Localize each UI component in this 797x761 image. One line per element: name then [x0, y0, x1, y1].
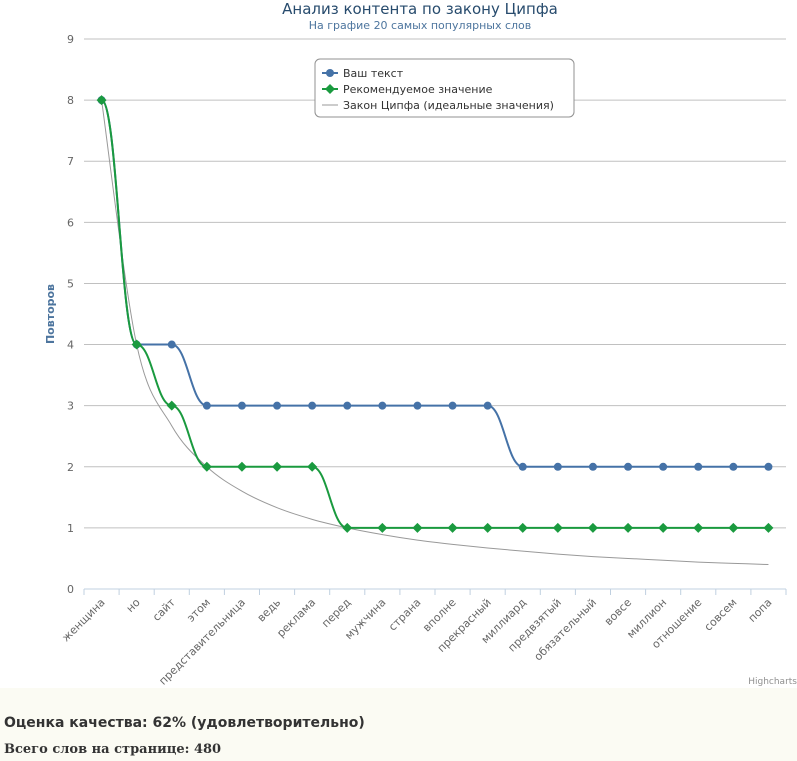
data-point	[553, 462, 562, 471]
x-tick-label: ведь	[255, 596, 284, 625]
data-point	[552, 522, 563, 533]
legend-marker	[326, 69, 334, 77]
chart-container: Анализ контента по закону Ципфа На графие…	[44, 0, 797, 688]
quality-score: Оценка качества: 62% (удовлетворительно)	[4, 715, 365, 731]
y-tick-label: 1	[67, 522, 74, 535]
data-point	[658, 522, 669, 533]
series-0	[97, 96, 773, 471]
data-point	[412, 522, 423, 533]
y-axis-title: Повторов	[44, 284, 57, 344]
data-point	[763, 522, 774, 533]
data-point	[96, 95, 107, 106]
footer-summary: Оценка качества: 62% (удовлетворительно)…	[0, 688, 797, 761]
data-point	[517, 522, 528, 533]
x-tick-label: женщина	[59, 596, 107, 644]
data-point	[447, 522, 458, 533]
data-point	[307, 461, 318, 472]
data-point	[272, 461, 283, 472]
data-point	[413, 401, 422, 410]
data-point	[448, 401, 457, 410]
y-tick-label: 5	[67, 277, 74, 290]
y-tick-label: 8	[67, 94, 74, 107]
data-point	[167, 340, 176, 349]
legend-label: Закон Ципфа (идеальные значения)	[343, 99, 554, 112]
data-point	[483, 401, 492, 410]
chart-title: Анализ контента по закону Ципфа	[282, 0, 558, 18]
series-2	[101, 100, 769, 566]
data-point	[236, 461, 247, 472]
x-tick-label: обязательный	[532, 596, 599, 663]
x-tick-label: совсем	[702, 596, 740, 634]
data-point	[342, 522, 353, 533]
series-1	[96, 95, 774, 533]
data-point	[518, 462, 527, 471]
x-tick-label: этом	[184, 596, 213, 625]
data-point	[273, 401, 282, 410]
data-point	[377, 522, 388, 533]
data-point	[378, 401, 387, 410]
legend-label: Рекомендуемое значение	[343, 83, 493, 96]
data-point	[694, 462, 703, 471]
y-tick-label: 9	[67, 33, 74, 46]
data-point	[729, 462, 738, 471]
y-tick-label: 2	[67, 461, 74, 474]
series-line	[101, 100, 769, 566]
legend-label: Ваш текст	[343, 67, 404, 80]
legend: Ваш текст Рекомендуемое значение Закон Цип…	[314, 58, 575, 118]
data-point	[343, 401, 352, 410]
y-tick-label: 7	[67, 155, 74, 168]
data-point	[587, 522, 598, 533]
data-point	[202, 401, 211, 410]
x-tick-label: сайт	[150, 596, 178, 624]
data-point	[659, 462, 668, 471]
data-point	[482, 522, 493, 533]
data-point	[166, 400, 177, 411]
data-point	[308, 401, 317, 410]
chart-credit: Highcharts	[748, 677, 797, 687]
legend-item: Рекомендуемое значение	[322, 83, 493, 96]
data-point	[588, 462, 597, 471]
legend-box	[314, 58, 575, 118]
x-tick-label: страна	[386, 596, 424, 634]
y-tick-label: 0	[67, 583, 74, 596]
x-tick-label: вовсе	[602, 596, 634, 628]
chart-subtitle: На графие 20 самых популярных слов	[309, 19, 532, 32]
x-tick-label: перед	[319, 596, 353, 630]
series-line	[100, 99, 769, 529]
data-point	[624, 462, 633, 471]
y-tick-label: 6	[67, 216, 74, 229]
y-tick-label: 4	[67, 339, 74, 352]
data-point	[237, 401, 246, 410]
x-tick-label: реклама	[274, 596, 318, 640]
total-words: Всего слов на странице: 480	[4, 742, 222, 757]
legend-marker	[325, 84, 335, 94]
data-point	[623, 522, 634, 533]
legend-item: Закон Ципфа (идеальные значения)	[322, 99, 554, 112]
y-tick-label: 3	[67, 400, 74, 413]
data-point	[201, 461, 212, 472]
data-point	[693, 522, 704, 533]
data-point	[728, 522, 739, 533]
data-point	[131, 339, 142, 350]
x-tick-label: попа	[746, 596, 775, 625]
data-point	[764, 462, 773, 471]
legend-item: Ваш текст	[322, 67, 404, 80]
x-tick-label: но	[124, 596, 143, 615]
